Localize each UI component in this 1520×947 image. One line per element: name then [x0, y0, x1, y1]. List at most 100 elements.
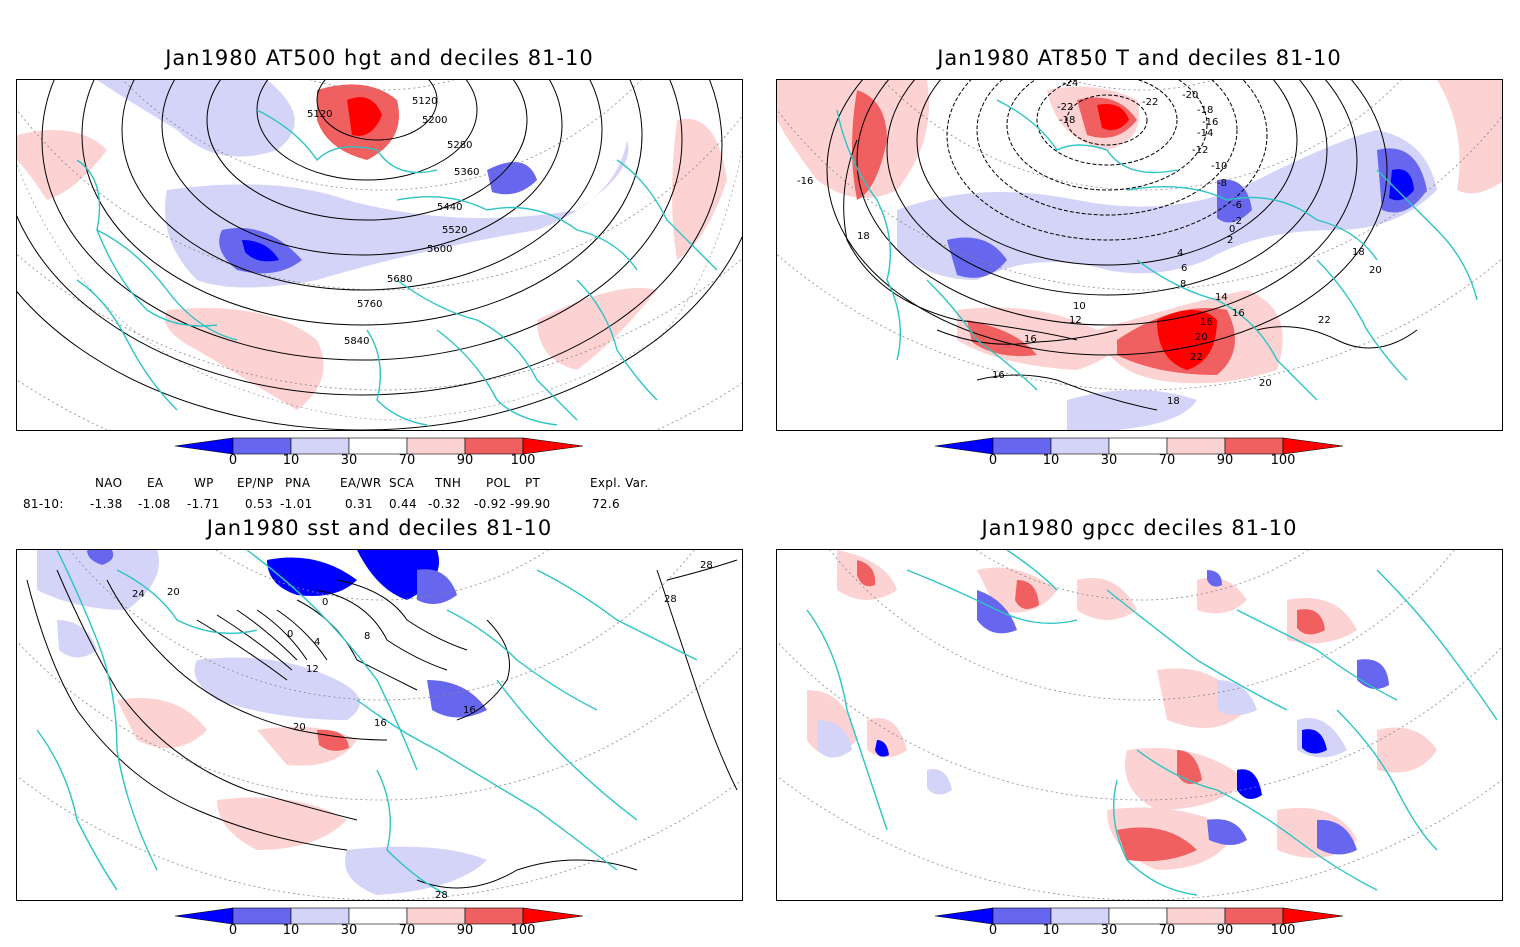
contour-label: -16 [1202, 117, 1218, 128]
colorbar-tick: 100 [510, 453, 536, 468]
contour-label: -20 [1182, 90, 1198, 101]
contour-label: 5120 [307, 109, 332, 120]
contour-label: 0 [322, 597, 328, 608]
index-header: EP/NP [237, 476, 274, 490]
coastlines [836, 99, 1478, 401]
contour-label: 28 [435, 890, 448, 901]
contour-label: -24 [1062, 80, 1078, 89]
index-value: 0.44 [389, 497, 417, 511]
colorbar-tick: 70 [398, 453, 416, 468]
coastlines [76, 109, 718, 426]
contour-label: 0 [287, 629, 293, 640]
colorbar-tick: 30 [1100, 453, 1118, 468]
colorbar-tick: 100 [1270, 923, 1296, 938]
index-value: -1.71 [187, 497, 220, 511]
index-header: EA [147, 476, 164, 490]
colorbar-tick: 90 [456, 923, 474, 938]
shade-neg [242, 240, 279, 262]
contour-label: 16 [1232, 308, 1245, 319]
contour-label: 20 [1259, 378, 1272, 389]
contour-label: 24 [132, 589, 145, 600]
contour-label: -22 [1057, 102, 1073, 113]
index-header: WP [194, 476, 214, 490]
panel-title-sst: Jan1980 sst and deciles 81-10 [206, 516, 553, 540]
contour-label: 18 [1167, 396, 1180, 407]
colorbar-tick: 10 [1042, 923, 1060, 938]
contour-label: 5680 [387, 274, 412, 285]
contour-label: -18 [1197, 105, 1213, 116]
index-value: -0.92 [474, 497, 507, 511]
shade-pos [347, 97, 382, 136]
colorbar-tick: 70 [1158, 453, 1176, 468]
precip-deciles [807, 550, 1437, 870]
contour-label: 5280 [447, 140, 472, 151]
colorbar-tick: 70 [398, 923, 416, 938]
contour-label: 28 [700, 560, 713, 571]
contour-label: -8 [1217, 178, 1227, 189]
contour-label: -2 [1232, 216, 1242, 227]
sst-map-svg: 24 20 0 0 4 8 12 16 16 20 28 28 28 [17, 550, 742, 901]
colorbar-top-left: 0 10 30 70 90 100 [175, 437, 595, 477]
contour-label: -10 [1211, 161, 1227, 172]
z500-map-svg: 5120 5120 5200 5280 5360 5440 5520 5600 … [17, 80, 742, 430]
colorbar-tick: 70 [1158, 923, 1176, 938]
colorbar-tick: 0 [988, 453, 998, 468]
index-value: -0.32 [428, 497, 461, 511]
index-value: 0.31 [345, 497, 373, 511]
shade-neg [487, 162, 537, 195]
map-panel-sst: 24 20 0 0 4 8 12 16 16 20 28 28 28 [16, 549, 743, 901]
contour-label: 16 [1200, 317, 1213, 328]
contour-label: 14 [1215, 292, 1228, 303]
contour-label: -6 [1232, 200, 1242, 211]
panel-title-t850: Jan1980 AT850 T and deciles 81-10 [937, 46, 1342, 70]
index-value: -1.08 [138, 497, 171, 511]
colorbar-tick: 30 [340, 453, 358, 468]
contour-label: 5840 [344, 336, 369, 347]
coastlines [806, 550, 1498, 896]
contour-label: 18 [1352, 247, 1365, 258]
index-header: POL [486, 476, 511, 490]
contour-label: 5200 [422, 115, 447, 126]
colorbar-tick: 10 [282, 923, 300, 938]
contour-label: -12 [1192, 145, 1208, 156]
contour-label: 6 [1181, 263, 1187, 274]
contour-label: 18 [857, 231, 870, 242]
contour-label: 22 [1318, 315, 1331, 326]
contour-label: 20 [293, 722, 306, 733]
colorbar-tick: 10 [282, 453, 300, 468]
shade-pos [17, 130, 107, 200]
contour-label: -14 [1197, 128, 1213, 139]
contour-label: 20 [1369, 265, 1382, 276]
contour-label: 5760 [357, 299, 382, 310]
contour-label: 5360 [454, 167, 479, 178]
shade-pos [165, 308, 324, 410]
panel-title-gpcc: Jan1980 gpcc deciles 81-10 [981, 516, 1298, 540]
colorbar-tick: 10 [1042, 453, 1060, 468]
index-header: EA/WR [340, 476, 382, 490]
contour-label: 5600 [427, 244, 452, 255]
shade-pos [672, 118, 727, 260]
temperature-contours [826, 80, 1418, 411]
colorbar-top-right: 0 10 30 70 90 100 [935, 437, 1355, 477]
index-header: TNH [435, 476, 462, 490]
contour-label: -16 [797, 176, 813, 187]
contour-label: 20 [167, 587, 180, 598]
colorbar-tick: 100 [510, 923, 536, 938]
contour-label: 28 [664, 594, 677, 605]
index-value: -1.01 [280, 497, 313, 511]
t850-map-svg: -24 -22 -22 -20 -18 -18 -16 -14 -12 -10 … [777, 80, 1502, 430]
colorbar-tick: 90 [1216, 923, 1234, 938]
contour-label: 4 [1177, 248, 1183, 259]
colorbar-tick: 90 [456, 453, 474, 468]
contour-label: 5520 [442, 225, 467, 236]
contour-label: 16 [992, 370, 1005, 381]
contour-label: 5440 [437, 202, 462, 213]
panel-title-z500: Jan1980 AT500 hgt and deciles 81-10 [165, 46, 594, 70]
contour-label: 20 [1195, 332, 1208, 343]
gpcc-map-svg [777, 550, 1502, 900]
contour-label: 16 [374, 718, 387, 729]
contour-label: 22 [1190, 352, 1203, 363]
colorbar-bottom-right: 0 10 30 70 90 100 [935, 907, 1355, 947]
index-value: 0.53 [245, 497, 273, 511]
colorbar-tick: 90 [1216, 453, 1234, 468]
